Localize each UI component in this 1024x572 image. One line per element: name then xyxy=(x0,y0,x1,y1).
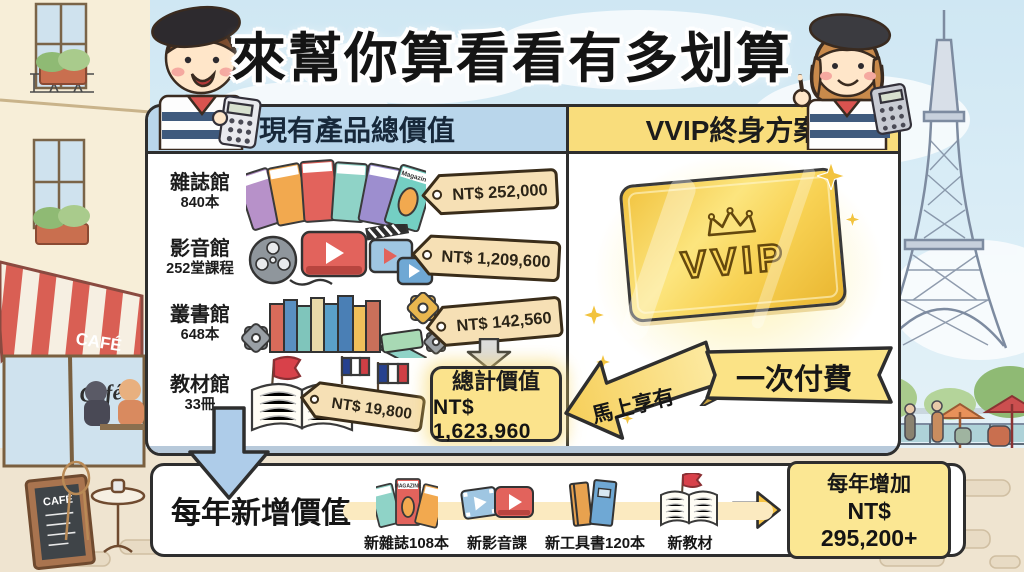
total-value-box: 總計價值 NT$ 1,623,960 xyxy=(430,366,562,443)
price-tag-videos: NT$ 1,209,600 xyxy=(411,234,562,283)
calculator-icon xyxy=(211,95,262,149)
vvip-gold-card: VVIP xyxy=(618,165,848,344)
pedestrians xyxy=(904,400,1011,447)
price-tag-magazines: NT$ 252,000 xyxy=(421,168,560,216)
cafe-patrons xyxy=(84,379,144,430)
price-tag-textbooks: NT$ 19,800 xyxy=(300,381,426,433)
books-icon xyxy=(241,292,449,358)
sparkle-icon xyxy=(817,162,845,190)
comparison-panel: 現有產品總價值 雜誌館 840本 影音館 252堂課程 叢書館 648本 教材館 33冊 xyxy=(145,104,901,456)
sparkle-icon xyxy=(621,412,634,425)
annual-caption: 新雜誌108本 xyxy=(364,535,450,552)
card-shine xyxy=(618,173,699,344)
boy-character xyxy=(151,5,262,150)
sparkle-icon xyxy=(583,304,605,326)
arrow-down-to-annual-icon xyxy=(188,406,270,500)
cafe-building: CAFÉ Café CAFÉ xyxy=(0,0,151,570)
books-icon xyxy=(569,479,618,527)
total-label: 總計價值 xyxy=(451,369,540,394)
pay-once-label: 一次付費 xyxy=(735,364,852,396)
gain-value: NT$ 295,200+ xyxy=(820,498,918,551)
annual-value-bar: 每年新增價值 MAGAZINE 新雜誌108本 xyxy=(150,461,966,559)
annual-item-textbook: 新教材 xyxy=(655,467,725,553)
annual-item-magazines: MAGAZINE 新雜誌108本 xyxy=(364,467,449,553)
crown-icon xyxy=(707,206,757,236)
annual-title: 每年新增價值 xyxy=(171,497,351,530)
eiffel-tower xyxy=(880,10,1008,349)
magazines-icon: MAGAZINE xyxy=(375,478,438,529)
row-label-videos: 影音館 252堂課程 xyxy=(166,238,234,277)
video-media-icon xyxy=(460,486,535,520)
girl-character xyxy=(792,13,913,150)
pay-once-ribbon xyxy=(699,346,893,406)
chalkboard-sign: CAFÉ xyxy=(24,473,96,570)
arrow-down-to-total-icon xyxy=(466,338,512,370)
vvip-plan-body: VVIP 馬上享有 xyxy=(564,154,898,453)
gain-label: 每年增加 xyxy=(827,473,912,496)
umbrella-icons xyxy=(934,394,1024,448)
magazine-cover-title: MAGAZINE xyxy=(394,484,421,490)
gear-icon xyxy=(406,292,440,325)
row-label-books: 叢書館 648本 xyxy=(170,304,230,343)
annual-caption: 新影音課 xyxy=(467,535,528,552)
current-products-body: 雜誌館 840本 影音館 252堂課程 叢書館 648本 教材館 33冊 xyxy=(148,154,566,453)
svg-text:NT$ 252,000: NT$ 252,000 xyxy=(452,181,548,204)
svg-text:NT$ 1,209,600: NT$ 1,209,600 xyxy=(441,248,551,272)
magazines-icon: Magazine xyxy=(246,159,426,232)
card-shine xyxy=(750,165,817,330)
row-label-magazines: 雜誌館 840本 xyxy=(170,172,230,211)
annual-item-videos: 新影音課 xyxy=(459,467,535,553)
video-media-icon xyxy=(248,224,434,286)
row-label-textbooks: 教材館 33冊 xyxy=(170,374,230,413)
annual-item-books: 新工具書120本 xyxy=(545,467,645,553)
page-title: 來幫你算看看有多划算 xyxy=(232,29,792,89)
sparkle-icon xyxy=(845,212,860,227)
gear-icon xyxy=(241,323,271,353)
bistro-set xyxy=(61,460,146,553)
annual-gain-box: 每年增加 NT$ 295,200+ xyxy=(787,461,951,559)
annual-caption: 新教材 xyxy=(667,535,713,552)
calculator-icon xyxy=(869,83,913,135)
annual-caption: 新工具書120本 xyxy=(545,535,646,552)
total-value: NT$ 1,623,960 xyxy=(433,396,531,443)
board-sign-text: CAFÉ xyxy=(42,493,73,509)
price-tag-books: NT$ 142,560 xyxy=(425,296,564,347)
textbook-flag-icon xyxy=(660,473,719,527)
sparkle-icon xyxy=(595,354,611,370)
